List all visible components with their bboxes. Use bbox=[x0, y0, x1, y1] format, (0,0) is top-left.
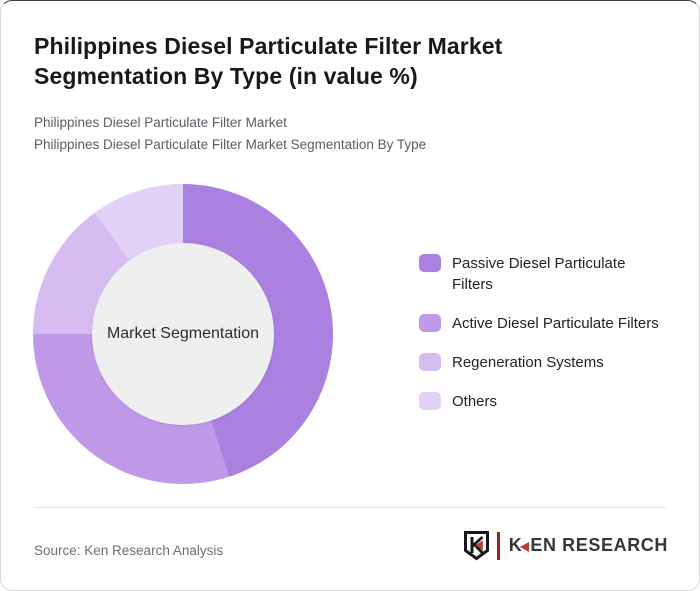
logo-brand-text: EN RESEARCH bbox=[530, 535, 668, 555]
donut-center: Market Segmentation bbox=[92, 243, 274, 425]
source-note: Source: Ken Research Analysis bbox=[34, 543, 224, 558]
donut-chart[interactable]: Market Segmentation bbox=[33, 184, 333, 484]
donut-center-label: Market Segmentation bbox=[106, 325, 260, 342]
page-title: Philippines Diesel Particulate Filter Ma… bbox=[34, 33, 503, 89]
legend-item-passive[interactable]: Passive Diesel Particulate Filters bbox=[419, 253, 675, 295]
chart-subtitle: Philippines Diesel Particulate Filter Ma… bbox=[34, 112, 426, 156]
logo-letter-k: K bbox=[508, 535, 523, 555]
legend-item-label: Passive Diesel Particulate Filters bbox=[452, 255, 626, 293]
chart-legend: Passive Diesel Particulate Filters Activ… bbox=[419, 253, 675, 412]
logo-wordmark: K EN RESEARCH bbox=[509, 535, 668, 556]
ken-research-logo: K EN RESEARCH bbox=[463, 530, 668, 561]
legend-item-label: Active Diesel Particulate Filters bbox=[452, 315, 659, 332]
legend-item-others[interactable]: Others bbox=[419, 391, 675, 412]
legend-swatch-icon bbox=[419, 353, 441, 371]
legend-item-regeneration[interactable]: Regeneration Systems bbox=[419, 352, 675, 373]
legend-swatch-icon bbox=[419, 254, 441, 272]
footer-divider bbox=[34, 507, 666, 508]
legend-item-label: Regeneration Systems bbox=[452, 354, 604, 371]
legend-swatch-icon bbox=[419, 314, 441, 332]
subtitle-line-2: Philippines Diesel Particulate Filter Ma… bbox=[34, 137, 427, 152]
legend-item-active[interactable]: Active Diesel Particulate Filters bbox=[419, 313, 675, 334]
legend-item-label: Others bbox=[452, 393, 498, 410]
logo-separator bbox=[496, 531, 500, 560]
subtitle-line-1: Philippines Diesel Particulate Filter Ma… bbox=[34, 115, 287, 130]
ken-research-shield-icon bbox=[463, 531, 489, 561]
legend-swatch-icon bbox=[419, 392, 441, 410]
logo-red-triangle-icon bbox=[520, 541, 530, 552]
